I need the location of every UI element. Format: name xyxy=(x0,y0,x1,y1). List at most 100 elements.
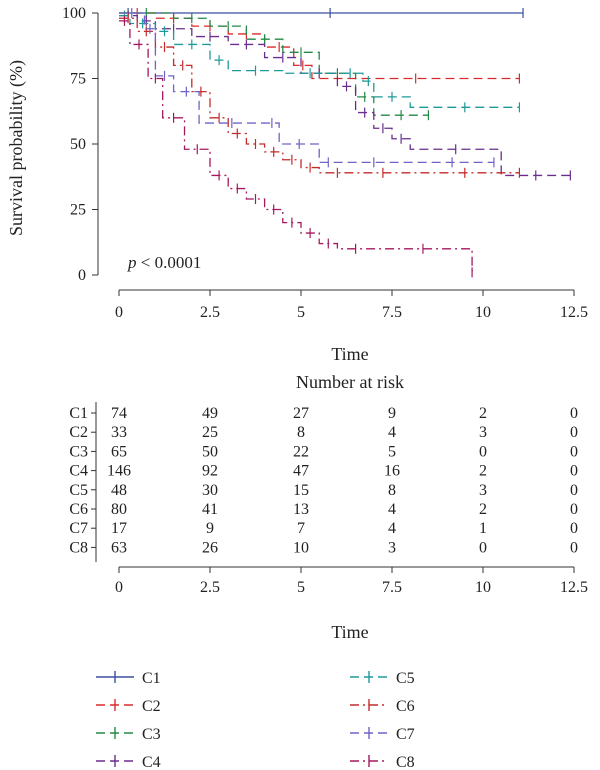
risk-count: 27 xyxy=(293,405,309,422)
risk-row-c3: C3 65 50 22 5 0 0 xyxy=(69,443,578,460)
y-tick-label: 0 xyxy=(78,267,86,284)
risk-count: 16 xyxy=(384,463,400,480)
risk-count: 0 xyxy=(479,539,487,556)
risk-count: 0 xyxy=(570,424,578,441)
legend-item-c7: C7 xyxy=(350,726,415,743)
y-tick-label: 100 xyxy=(62,5,86,22)
y-axis: 0 25 50 75 100 xyxy=(62,5,99,284)
risk-count: 4 xyxy=(388,424,396,441)
risk-count: 5 xyxy=(388,443,396,460)
y-axis-label: Survival probability (%) xyxy=(6,60,27,236)
legend-item-c6: C6 xyxy=(350,698,415,715)
risk-count: 80 xyxy=(111,501,127,518)
risk-count: 4 xyxy=(388,501,396,518)
risk-count: 25 xyxy=(202,424,218,441)
p-value-annotation: p < 0.0001 xyxy=(127,253,201,272)
risk-x-axis-label: Time xyxy=(331,622,368,642)
risk-count: 10 xyxy=(293,539,309,556)
risk-count: 8 xyxy=(388,482,396,499)
risk-count: 50 xyxy=(202,443,218,460)
risk-count: 30 xyxy=(202,482,218,499)
risk-count: 13 xyxy=(293,501,309,518)
risk-x-tick-label: 7.5 xyxy=(382,579,402,596)
risk-count: 3 xyxy=(479,424,487,441)
y-tick-label: 25 xyxy=(70,202,86,219)
series-c5 xyxy=(119,10,521,113)
p-value-text: < 0.0001 xyxy=(137,253,202,272)
series-c1 xyxy=(119,8,524,18)
risk-row-label: C6 xyxy=(69,501,88,518)
risk-row-label: C4 xyxy=(69,463,88,480)
x-tick-label: 5 xyxy=(297,304,305,321)
y-tick-label: 75 xyxy=(70,71,86,88)
risk-count: 146 xyxy=(107,463,131,480)
x-tick-label: 12.5 xyxy=(560,304,588,321)
risk-count: 3 xyxy=(388,539,396,556)
risk-row-label: C3 xyxy=(69,443,88,460)
risk-row-label: C8 xyxy=(69,539,88,556)
y-tick-label: 50 xyxy=(70,136,86,153)
risk-count: 0 xyxy=(479,443,487,460)
risk-count: 9 xyxy=(206,520,214,537)
legend-item-c4: C4 xyxy=(96,754,161,770)
legend-label: C3 xyxy=(142,726,161,743)
p-value-symbol: p xyxy=(127,253,137,272)
risk-row-label: C1 xyxy=(69,405,88,422)
risk-row-c8: C8 63 26 10 3 0 0 xyxy=(69,539,578,556)
risk-table-title: Number at risk xyxy=(296,372,404,392)
risk-count: 41 xyxy=(202,501,218,518)
risk-x-tick-label: 2.5 xyxy=(200,579,220,596)
risk-count: 0 xyxy=(570,443,578,460)
legend-label: C5 xyxy=(396,670,415,687)
risk-row-c4: C4 146 92 47 16 2 0 xyxy=(69,463,578,480)
survival-curve xyxy=(119,14,520,108)
risk-row-c7: C7 17 9 7 4 1 0 xyxy=(69,520,578,537)
risk-count: 2 xyxy=(479,463,487,480)
risk-count: 2 xyxy=(479,501,487,518)
number-at-risk-table: Number at risk C1 74 49 27 9 2 0C2 33 25 8 4 3 0C3 65… xyxy=(69,372,588,642)
risk-count: 0 xyxy=(570,482,578,499)
x-axis: 0 2.5 5 7.5 10 12.5 xyxy=(115,289,588,321)
survival-curves xyxy=(119,8,571,278)
risk-count: 22 xyxy=(293,443,309,460)
x-axis-label: Time xyxy=(331,344,368,364)
risk-count: 1 xyxy=(479,520,487,537)
risk-x-axis: 0 2.5 5 7.5 10 12.5 xyxy=(115,566,588,596)
risk-x-tick-label: 0 xyxy=(115,579,123,596)
risk-count: 17 xyxy=(111,520,127,537)
x-tick-label: 0 xyxy=(115,304,123,321)
series-c3 xyxy=(119,8,429,121)
risk-x-tick-label: 12.5 xyxy=(560,579,588,596)
risk-count: 3 xyxy=(479,482,487,499)
series-c7 xyxy=(119,8,495,168)
legend-item-c2: C2 xyxy=(96,698,161,715)
survival-plot: Survival probability (%) 0 25 50 75 100 0 2.5… xyxy=(6,5,588,364)
legend-item-c3: C3 xyxy=(96,726,161,743)
risk-count: 92 xyxy=(202,463,218,480)
risk-count: 4 xyxy=(388,520,396,537)
risk-row-label: C5 xyxy=(69,482,88,499)
risk-count: 33 xyxy=(111,424,127,441)
risk-count: 48 xyxy=(111,482,127,499)
legend-label: C2 xyxy=(142,698,161,715)
survival-curve xyxy=(119,12,494,163)
series-c8 xyxy=(119,15,473,278)
legend-label: C4 xyxy=(142,754,161,770)
risk-count: 0 xyxy=(570,539,578,556)
risk-count: 0 xyxy=(570,501,578,518)
risk-count: 49 xyxy=(202,405,218,422)
legend-item-c1: C1 xyxy=(96,670,161,687)
risk-row-c6: C6 80 41 13 4 2 0 xyxy=(69,501,578,518)
risk-count: 0 xyxy=(570,405,578,422)
risk-count: 26 xyxy=(202,539,218,556)
legend-item-c5: C5 xyxy=(350,670,415,687)
risk-count: 0 xyxy=(570,463,578,480)
risk-row-label: C7 xyxy=(69,520,88,537)
risk-count: 0 xyxy=(570,520,578,537)
risk-count: 47 xyxy=(293,463,309,480)
risk-count: 8 xyxy=(297,424,305,441)
x-tick-label: 10 xyxy=(475,304,491,321)
legend-label: C6 xyxy=(396,698,415,715)
legend-label: C1 xyxy=(142,670,161,687)
